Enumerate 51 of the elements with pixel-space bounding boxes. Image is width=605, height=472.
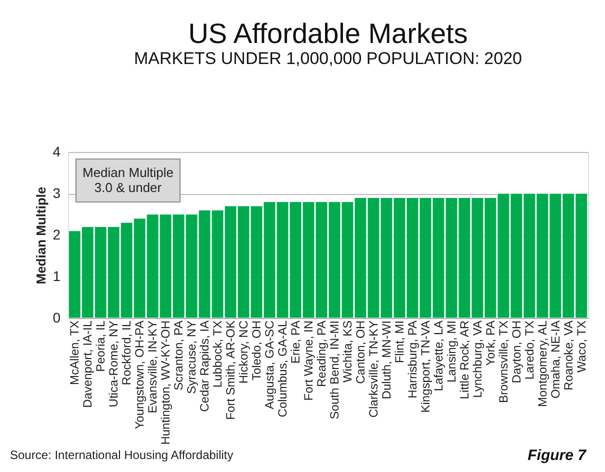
x-tick-label: Kingsport, TN-VA bbox=[418, 320, 432, 413]
chart-title: US Affordable Markets bbox=[188, 18, 468, 49]
x-tick-label: Roanoke, VA bbox=[561, 320, 576, 390]
x-tick-label: Little Rock, AR bbox=[457, 320, 472, 400]
x-tick-label: Peoria, IL bbox=[94, 320, 108, 372]
x-tick-label: Syracuse, NY bbox=[184, 320, 199, 394]
y-tick-label: 2 bbox=[52, 226, 61, 242]
source-note: Source: International Housing Affordability bbox=[10, 448, 234, 462]
x-tick-label: York, PA bbox=[483, 320, 498, 366]
x-tick-label: Canton, OH bbox=[353, 320, 368, 384]
x-tick-label: Omaha, NE-IA bbox=[548, 320, 562, 399]
y-tick-label: 4 bbox=[52, 144, 61, 160]
x-tick-label: Lafayette, LA bbox=[431, 320, 446, 392]
x-tick-label: Utica-Rome, NY bbox=[106, 320, 121, 408]
y-axis-title: Median Multiple bbox=[34, 186, 49, 284]
x-tick-label: Evansville, IN-KY bbox=[146, 320, 160, 414]
x-tick-label: Erie, PA bbox=[288, 320, 303, 364]
x-tick-label: Clarksville, TN-KY bbox=[366, 320, 380, 418]
x-tick-label: Fort Wayne, IN bbox=[302, 320, 316, 401]
x-tick-label: Duluth, MN-WI bbox=[379, 320, 394, 400]
caption: Figure 7 bbox=[528, 447, 587, 464]
x-tick-label: Hickory, NC bbox=[236, 320, 251, 384]
x-tick-label: Brownsville, TX bbox=[496, 320, 510, 403]
x-tick-label: Laredo, TX bbox=[522, 320, 536, 380]
x-tick-label: Wichita, KS bbox=[340, 320, 354, 383]
x-tick-label: Huntington, WV-KY-OH bbox=[158, 320, 173, 445]
x-tick-label: Youngstown, OH-PA bbox=[132, 320, 147, 430]
y-tick-label: 1 bbox=[52, 268, 61, 284]
x-tick-label: Scranton, PA bbox=[172, 320, 186, 390]
x-tick-label: Columbus, GA-AL bbox=[276, 320, 290, 418]
annotation: Median Multiple 3.0 & under bbox=[82, 165, 174, 195]
x-tick-label: Lynchburg, VA bbox=[470, 320, 484, 398]
x-tick-label: Cedar Rapids, IA bbox=[198, 320, 212, 412]
x-tick-label: Davenport, IA-IL bbox=[80, 320, 95, 408]
x-tick-label: Augusta, GA-SC bbox=[262, 320, 277, 410]
x-tick-label: Lansing, MI bbox=[444, 320, 458, 383]
x-tick-label: McAllen, TX bbox=[68, 320, 82, 385]
x-tick-label: Montgomery, AL bbox=[535, 320, 550, 407]
x-tick-label: Dayton, OH bbox=[509, 320, 524, 384]
x-tick-label: Harrisburg, PA bbox=[405, 320, 420, 398]
x-tick-label: Rockford, IL bbox=[120, 320, 134, 386]
x-tick-label: Reading, PA bbox=[314, 320, 329, 387]
x-tick-label: Flint, MI bbox=[392, 320, 406, 364]
x-tick-label: South Bend, IN-MI bbox=[327, 320, 342, 420]
x-tick-label: Waco, TX bbox=[574, 320, 588, 373]
x-tick-label: Fort Smith, AR-OK bbox=[224, 320, 238, 420]
chart-subtitle: MARKETS UNDER 1,000,000 POPULATION: 2020 bbox=[134, 49, 522, 68]
y-tick-label: 3 bbox=[52, 185, 61, 201]
x-tick-label: Toledo, OH bbox=[250, 320, 264, 381]
y-tick-label: 0 bbox=[52, 310, 61, 326]
x-tick-label: Lubbock, TX bbox=[210, 320, 225, 388]
